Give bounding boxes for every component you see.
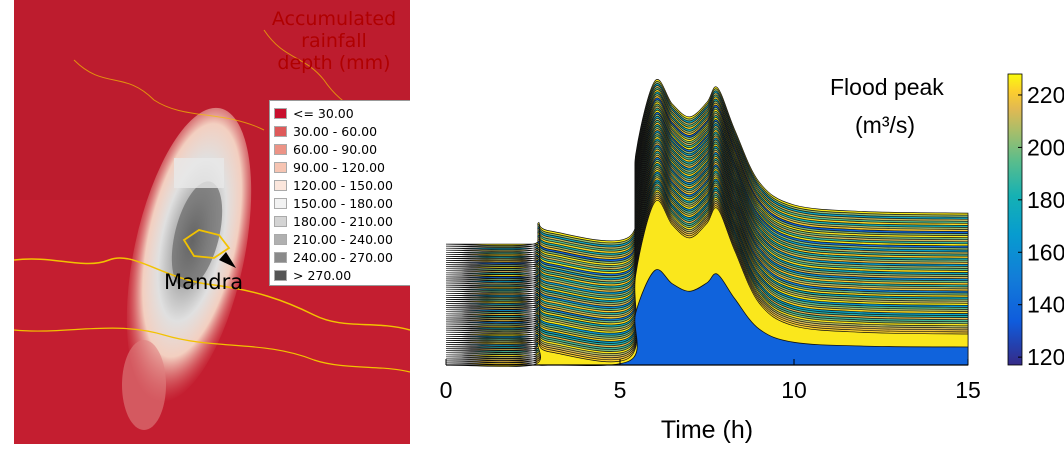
colorbar-label-line-2: (m³/s) [855, 112, 916, 138]
legend-label: 120.00 - 150.00 [293, 177, 393, 193]
map-legend: <= 30.00 30.00 - 60.00 60.00 - 90.00 90.00 … [269, 100, 410, 286]
legend-item: 60.00 - 90.00 [274, 140, 410, 158]
legend-label: 180.00 - 210.00 [293, 213, 393, 229]
place-label-mandra: Mandra [164, 270, 244, 294]
legend-item: 180.00 - 210.00 [274, 212, 410, 230]
legend-item: 120.00 - 150.00 [274, 176, 410, 194]
legend-item: 210.00 - 240.00 [274, 230, 410, 248]
x-axis-label: Time (h) [661, 416, 753, 444]
legend-label: 60.00 - 90.00 [293, 141, 378, 157]
hydrograph-svg: 0 5 10 15 Time (h) 120 140 160 180 200 220 [440, 73, 1064, 444]
legend-label: > 270.00 [293, 267, 352, 283]
map-title-line-2: rainfall [301, 30, 367, 52]
colorbar-tick-label: 180 [1027, 187, 1064, 213]
rainfall-plume-top [174, 158, 224, 188]
legend-label: 240.00 - 270.00 [293, 249, 393, 265]
x-tick-label: 0 [440, 377, 453, 403]
legend-swatch [274, 161, 287, 173]
legend-swatch [274, 215, 287, 227]
legend-swatch [274, 251, 287, 263]
legend-item: 90.00 - 120.00 [274, 158, 410, 176]
legend-swatch [274, 125, 287, 137]
map-title-line-3: depth (mm) [277, 52, 391, 74]
legend-swatch [274, 197, 287, 209]
legend-label: 210.00 - 240.00 [293, 231, 393, 247]
colorbar [1007, 73, 1023, 366]
legend-swatch [274, 233, 287, 245]
x-tick-label: 10 [781, 377, 807, 403]
legend-label: 150.00 - 180.00 [293, 195, 393, 211]
colorbar-tick-label: 140 [1027, 292, 1064, 318]
rainfall-plume-core [171, 181, 223, 289]
legend-item: 240.00 - 270.00 [274, 248, 410, 266]
legend-item: 150.00 - 180.00 [274, 194, 410, 212]
colorbar-tick-label: 220 [1027, 82, 1064, 108]
legend-swatch [274, 107, 287, 119]
catchment-boundary [182, 229, 231, 259]
colorbar-label-line-1: Flood peak [830, 74, 944, 100]
legend-swatch [274, 269, 287, 281]
hydrograph-chart: 0 5 10 15 Time (h) 120 140 160 180 200 220 Flood p… [430, 60, 1064, 444]
legend-item: > 270.00 [274, 266, 410, 284]
legend-label: 90.00 - 120.00 [293, 159, 385, 175]
colorbar-tick-label: 160 [1027, 239, 1064, 265]
legend-swatch [274, 179, 287, 191]
legend-item: <= 30.00 [274, 104, 410, 122]
coastline-south [14, 327, 410, 373]
legend-label: <= 30.00 [293, 105, 354, 121]
coastline [14, 257, 410, 331]
x-tick-label: 5 [614, 377, 627, 403]
boundary-north [73, 59, 265, 131]
legend-swatch [274, 143, 287, 155]
mandra-marker-icon [219, 252, 236, 268]
legend-item: 30.00 - 60.00 [274, 122, 410, 140]
rainfall-map: Accumulated rainfall depth (mm) <= 30.00… [14, 0, 410, 444]
legend-label: 30.00 - 60.00 [293, 123, 378, 139]
map-title-line-1: Accumulated [271, 8, 397, 30]
colorbar-tick-label: 200 [1027, 134, 1064, 160]
x-tick-label: 15 [955, 377, 981, 403]
rainfall-plume-tail [122, 340, 166, 430]
colorbar-tick-label: 120 [1027, 344, 1064, 370]
